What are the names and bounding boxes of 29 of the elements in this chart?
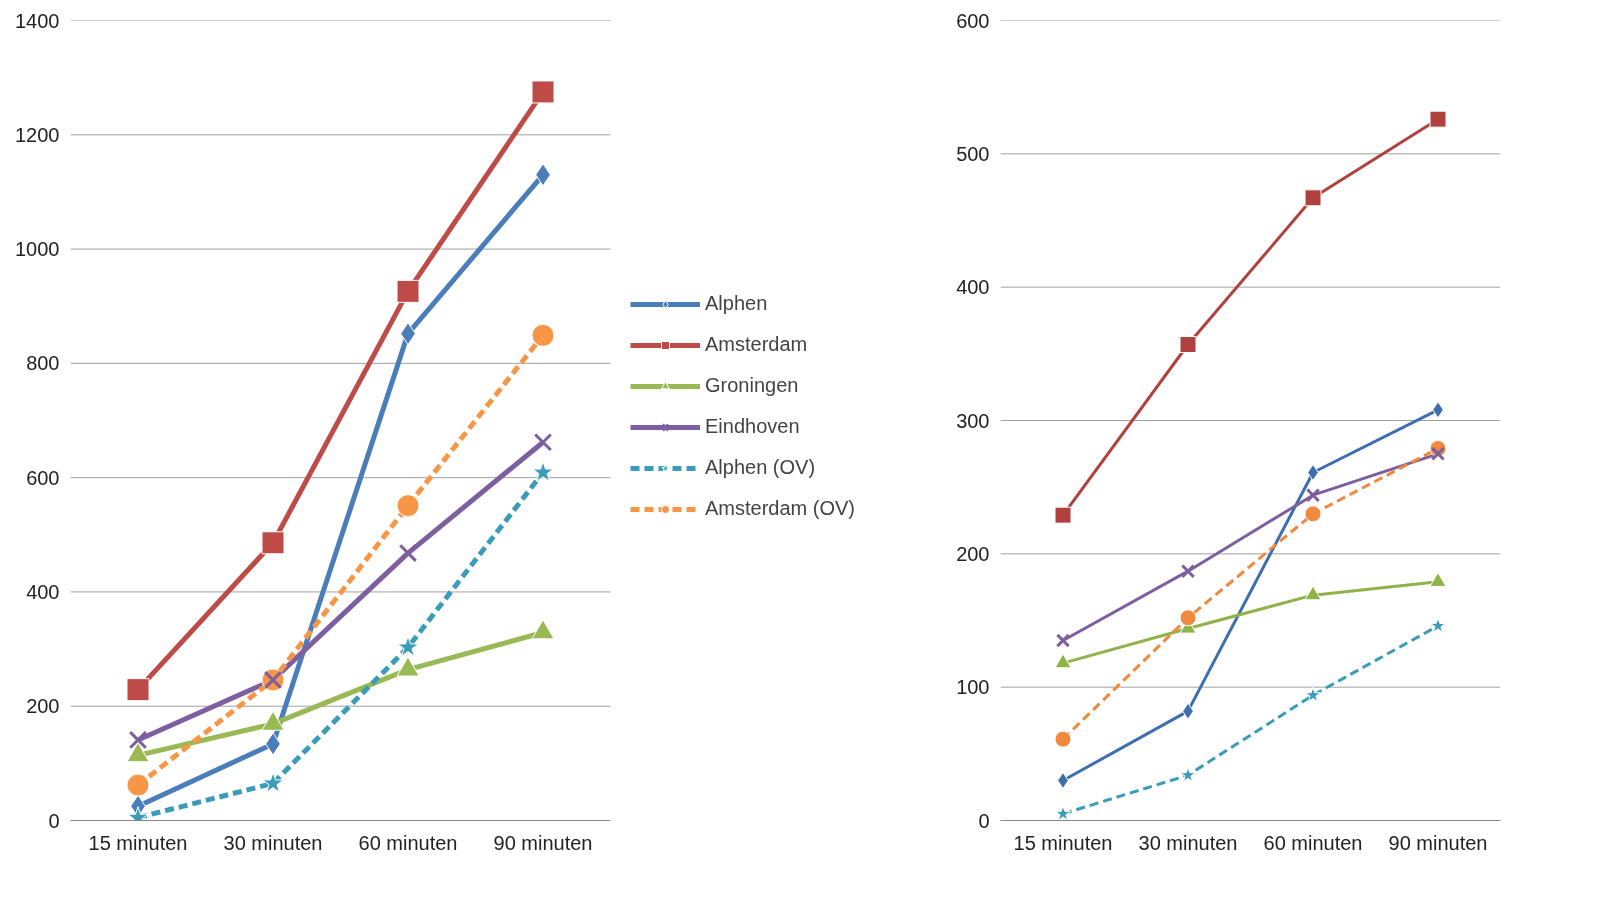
y-tick-label: 600 bbox=[26, 466, 60, 489]
y-tick-label: 200 bbox=[956, 542, 990, 565]
x-tick-label: 30 minuten bbox=[223, 831, 323, 854]
y-tick-label: 500 bbox=[956, 142, 990, 165]
legend-label: Alphen (OV) bbox=[705, 456, 817, 479]
y-tick-label: 400 bbox=[26, 580, 60, 603]
y-tick-label: 1000 bbox=[15, 238, 60, 261]
x-tick-label: 60 minuten bbox=[358, 831, 458, 854]
x-tick-label: 15 minuten bbox=[88, 831, 188, 854]
legend-label: Eindhoven bbox=[705, 415, 801, 438]
y-tick-label: 300 bbox=[956, 409, 990, 432]
y-tick-label: 600 bbox=[956, 9, 990, 32]
legend-label: Amsterdam bbox=[705, 333, 809, 356]
y-tick-label: 400 bbox=[956, 276, 990, 299]
y-tick-label: 0 bbox=[48, 809, 60, 832]
x-tick-label: 60 minuten bbox=[1263, 831, 1363, 854]
x-tick-label: 15 minuten bbox=[1013, 831, 1113, 854]
legend-label: Alphen bbox=[705, 292, 769, 315]
y-tick-label: 200 bbox=[26, 695, 60, 718]
x-tick-label: 30 minuten bbox=[1138, 831, 1238, 854]
y-tick-label: 800 bbox=[26, 352, 60, 375]
y-tick-label: 0 bbox=[978, 809, 990, 832]
y-tick-label: 1400 bbox=[15, 9, 60, 32]
x-tick-label: 90 minuten bbox=[493, 831, 593, 854]
y-tick-label: 1200 bbox=[15, 123, 60, 146]
legend-label: Groningen bbox=[705, 374, 800, 397]
y-tick-label: 100 bbox=[956, 676, 990, 699]
x-tick-label: 90 minuten bbox=[1388, 831, 1488, 854]
legend-label: Amsterdam (OV) bbox=[705, 497, 856, 520]
